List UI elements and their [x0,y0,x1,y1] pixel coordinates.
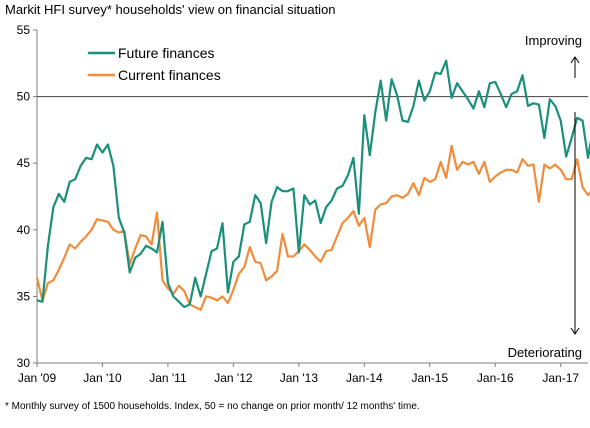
x-tick-label: Jan-15 [411,371,448,385]
arrow-up-head-icon [570,56,580,64]
legend-label-future-finances: Future finances [118,45,215,61]
x-tick-label: Jan-17 [542,371,579,385]
axes: 30 35 40 45 50 55 Jan '09 Jan '10 Jan '11 Jan '12… [17,23,588,385]
annotation-deteriorating: Deteriorating [508,345,582,360]
legend-label-current-finances: Current finances [118,67,221,83]
arrow-down-head-icon [570,327,580,335]
x-tick-label: Jan '12 [214,371,253,385]
x-tick-label: Jan-16 [477,371,514,385]
y-tick-label: 40 [17,223,31,237]
annotations: Improving Deteriorating [508,33,582,360]
x-tick-label: Jan '13 [280,371,319,385]
y-tick-label: 30 [17,356,31,370]
y-tick-label: 35 [17,289,31,303]
y-tick-label: 50 [17,90,31,104]
x-tick-label: Jan '10 [83,371,122,385]
annotation-improving: Improving [525,33,582,48]
x-tick-label: Jan '09 [18,371,57,385]
series-line-future-finances [36,59,590,309]
series-layer [35,59,590,311]
footnote: * Monthly survey of 1500 households. Ind… [5,401,420,412]
series-line-current-finances [35,144,590,311]
legend: Future finances Current finances [88,45,221,83]
x-tick-label: Jan-14 [346,371,383,385]
x-tick-label: Jan '11 [149,371,187,385]
y-tick-label: 45 [17,156,31,170]
y-tick-label: 55 [17,23,31,37]
chart-title: Markit HFI survey* households' view on f… [5,2,336,17]
